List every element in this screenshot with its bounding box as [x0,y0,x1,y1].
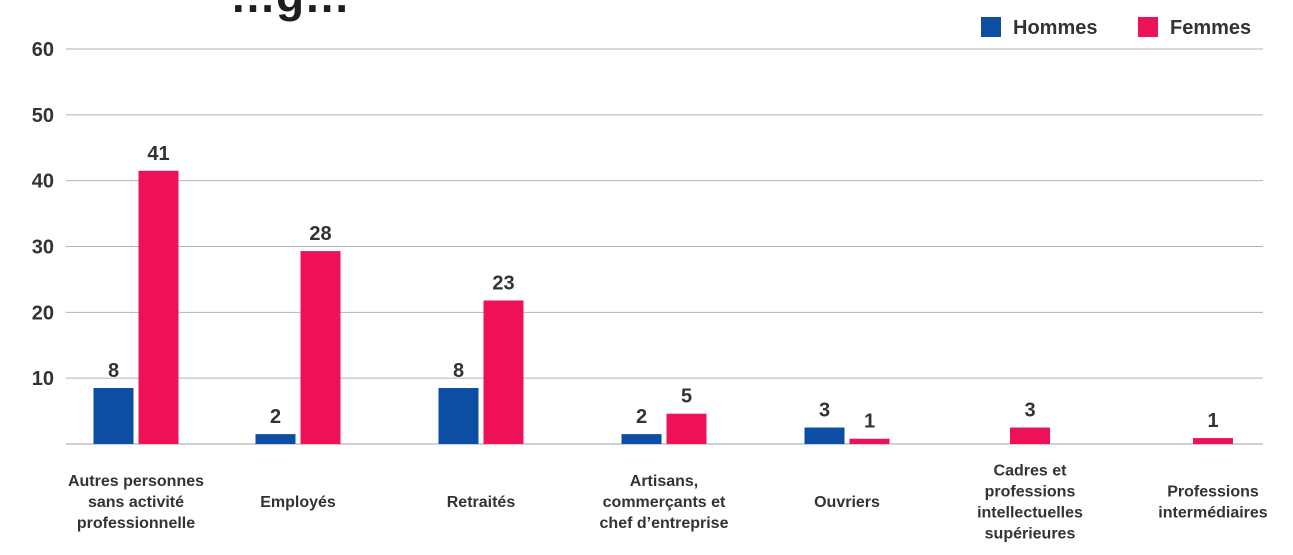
category-label-line: professionnelle [77,515,195,532]
bar-femmes [1193,438,1233,444]
category-label-line: Professions [1167,484,1259,501]
legend-label: Hommes [1013,17,1097,39]
legend-swatch [981,17,1001,37]
bars [93,170,1233,444]
y-tick-label: 40 [32,171,54,193]
category-label-line: Retraités [447,494,516,511]
value-label-hommes: 8 [108,360,119,382]
bar-hommes [93,388,134,444]
value-label-femmes: 41 [147,143,169,165]
category-label-line: intellectuelles [977,505,1083,522]
gridlines [66,48,1263,445]
bar-hommes [255,434,296,444]
category-label-line: Artisans, [630,473,698,490]
value-label-femmes: 5 [681,386,692,408]
y-tick-label: 60 [32,39,54,61]
y-tick-label: 30 [32,237,54,259]
value-label-femmes: 3 [1024,400,1035,422]
legend: Hommes Femmes [981,17,1251,39]
bar-femmes [849,438,890,444]
category-label: Retraités [447,494,516,511]
value-label-femmes: 23 [492,272,514,294]
y-tick-label: 50 [32,105,54,127]
category-label-line: Ouvriers [814,494,880,511]
bar-femmes [483,300,524,444]
bar-femmes [666,413,707,444]
category-label: Cadres et professions intellectuelles supér… [977,463,1083,543]
value-labels: 8 41 2 28 8 23 2 5 3 1 3 1 [108,143,1219,433]
bar-femmes [1010,427,1050,444]
legend-label: Femmes [1170,17,1251,39]
category-label-line: Cadres et [994,463,1068,480]
bar-hommes [438,388,479,444]
chart-title: …g… [230,0,350,22]
bar-femmes [300,251,341,444]
bar-femmes [138,170,179,444]
category-label-line: Autres personnes [68,473,204,490]
value-label-hommes: 8 [453,360,464,382]
category-label-line: intermédiaires [1158,505,1267,522]
value-label-hommes: 2 [270,406,281,428]
category-label-line: Employés [260,494,336,511]
value-label-hommes: 2 [636,406,647,428]
legend-item-femmes: Femmes [1138,17,1251,39]
y-tick-label: 10 [32,368,54,390]
category-label: Artisans, commerçants et chef d’entreprise [600,473,729,532]
value-label-femmes: 1 [1207,410,1218,432]
category-label-line: professions [985,484,1076,501]
value-label-hommes: 3 [819,400,830,422]
bar-hommes [621,434,662,444]
value-label-femmes: 28 [309,223,331,245]
category-label-line: chef d’entreprise [600,515,729,532]
category-labels: Autres personnes sans activité professionn… [68,463,1268,543]
y-axis-ticks: 10 20 30 40 50 60 [32,39,54,390]
category-label: Autres personnes sans activité professionn… [68,473,204,532]
value-label-femmes: 1 [864,411,875,433]
category-label-line: commerçants et [603,494,726,511]
category-label-line: sans activité [88,494,184,511]
legend-item-hommes: Hommes [981,17,1097,39]
y-tick-label: 20 [32,302,54,324]
category-label: Employés [260,494,336,511]
bar-hommes [804,427,845,444]
legend-swatch [1138,17,1158,37]
category-label: Ouvriers [814,494,880,511]
category-label: Professions intermédiaires [1158,484,1267,522]
category-label-line: supérieures [985,526,1076,543]
